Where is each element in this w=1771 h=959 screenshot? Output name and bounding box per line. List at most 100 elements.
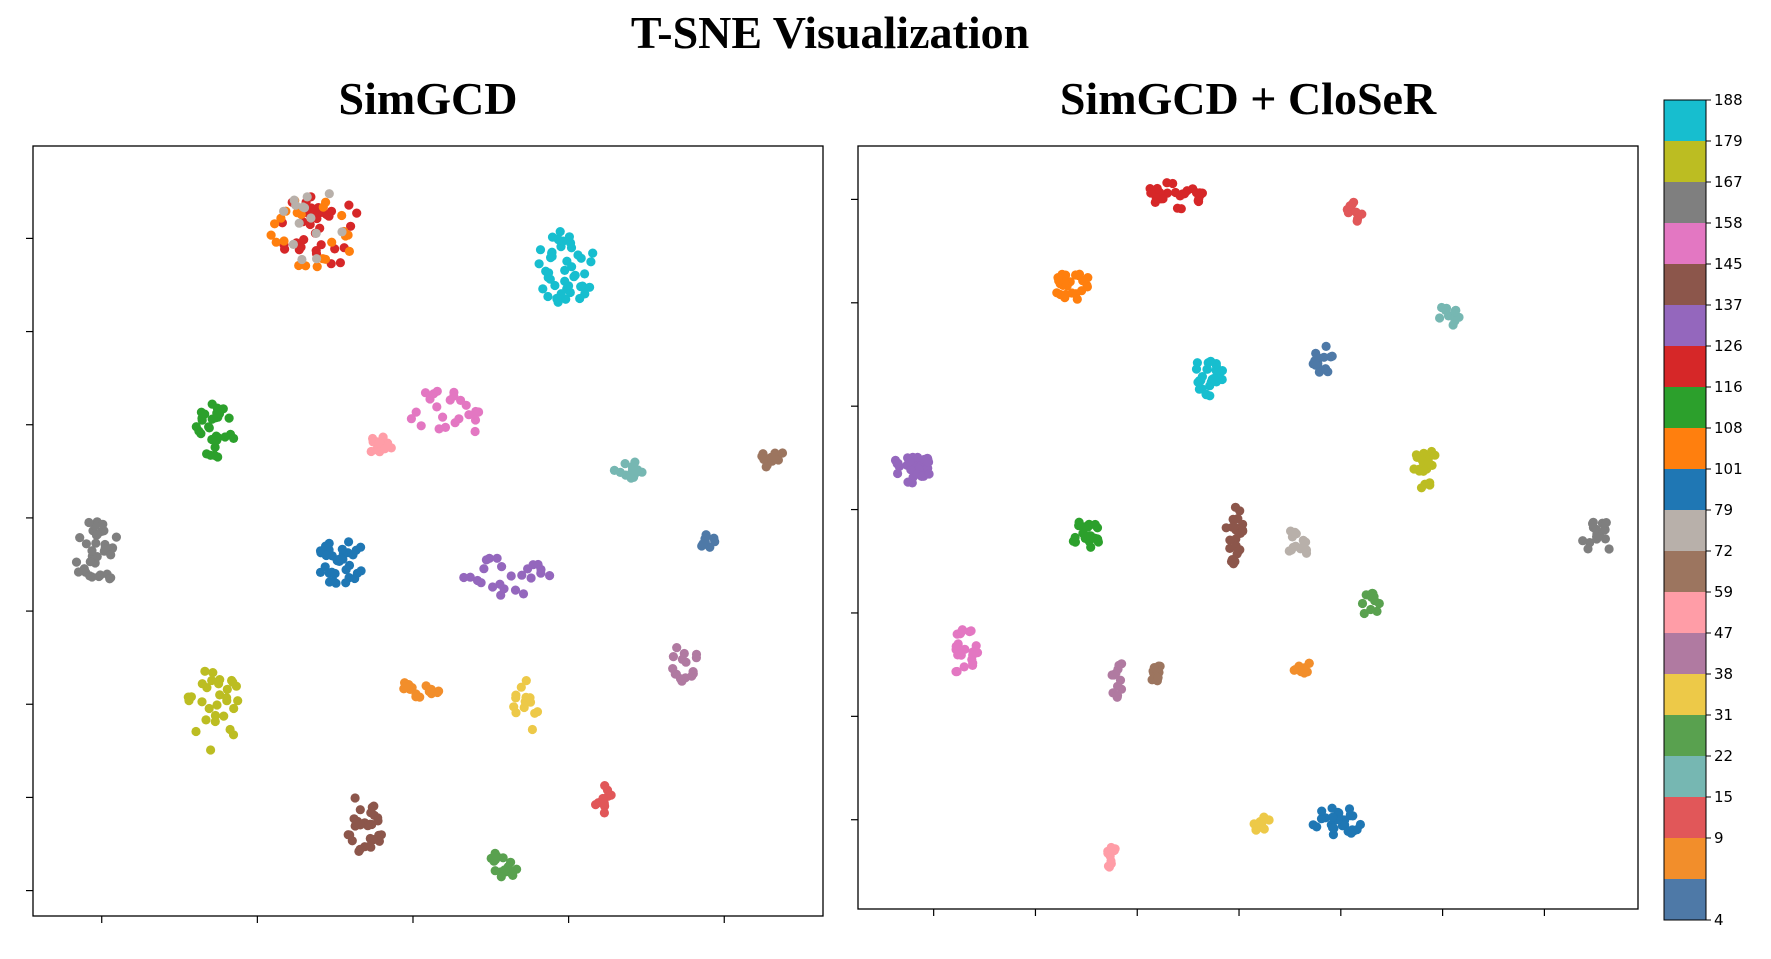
scatter-point	[312, 254, 322, 264]
scatter-point	[464, 410, 474, 420]
cluster-class-137	[890, 452, 934, 488]
scatter-point	[672, 643, 682, 653]
scatter-point	[434, 424, 444, 434]
scatter-point	[346, 221, 356, 231]
scatter-point	[271, 237, 281, 247]
scatter-point	[615, 467, 625, 477]
scatter-point	[1323, 367, 1333, 377]
scatter-point	[507, 868, 517, 879]
scatter-point	[1355, 819, 1365, 830]
scatter-point	[528, 560, 538, 570]
colorbar-tick-label: 145	[1714, 255, 1743, 273]
scatter-point	[521, 676, 531, 686]
scatter-point	[200, 666, 210, 676]
scatter-point	[972, 648, 983, 658]
scatter-point	[1225, 535, 1235, 545]
scatter-point	[210, 710, 220, 721]
scatter-point	[591, 800, 601, 810]
scatter-point	[1312, 822, 1322, 832]
scatter-point	[224, 413, 234, 423]
scatter-point	[356, 542, 366, 552]
colorbar-segment	[1664, 346, 1706, 388]
scatter-point	[1600, 534, 1610, 544]
scatter-point	[212, 700, 222, 710]
scatter-point	[1177, 189, 1188, 199]
scatter-point	[92, 530, 102, 540]
colorbar-tick-label: 72	[1714, 542, 1733, 560]
scatter-point	[337, 227, 347, 237]
colorbar-tick-label: 38	[1714, 665, 1733, 683]
colorbar-tick-label: 137	[1714, 296, 1743, 314]
colorbar-tick-label: 59	[1714, 583, 1733, 601]
scatter-point	[1106, 856, 1116, 866]
scatter-point	[620, 459, 630, 469]
scatter-point	[543, 291, 553, 302]
scatter-point	[585, 282, 595, 292]
scatter-point	[492, 851, 502, 861]
scatter-point	[229, 433, 239, 443]
cluster-class-79	[1284, 526, 1312, 558]
colorbar-tick-label: 31	[1714, 706, 1733, 724]
scatter-point	[84, 517, 94, 528]
scatter-point	[1233, 547, 1243, 557]
cluster-class-22	[609, 457, 647, 483]
scatter-point	[1451, 305, 1461, 315]
scatter-point	[534, 259, 544, 269]
colorbar-segment	[1664, 428, 1706, 470]
scatter-point	[184, 696, 194, 706]
cluster-class-145	[343, 793, 386, 857]
scatter-point	[580, 269, 590, 279]
scatter-point	[1430, 450, 1440, 460]
scatter-point	[1425, 480, 1435, 490]
scatter-point	[698, 539, 708, 549]
scatter-point	[516, 682, 526, 692]
scatter-point	[350, 793, 360, 803]
colorbar-segment	[1664, 223, 1706, 265]
scatter-point	[355, 844, 365, 855]
colorbar-segment	[1664, 797, 1706, 839]
scatter-point	[550, 280, 560, 291]
scatter-point	[355, 820, 365, 830]
scatter-point	[1601, 518, 1611, 528]
left-scatter-panel	[26, 145, 824, 923]
scatter-point	[311, 246, 321, 256]
scatter-point	[191, 726, 201, 737]
scatter-point	[299, 235, 309, 245]
scatter-point	[105, 574, 115, 584]
scatter-point	[335, 258, 345, 268]
colorbar-segment	[1664, 182, 1706, 224]
cluster-class-47	[1107, 659, 1127, 702]
scatter-point	[1067, 288, 1077, 298]
scatter-point	[320, 254, 331, 264]
scatter-point	[222, 684, 232, 695]
scatter-point	[588, 248, 598, 258]
scatter-point	[296, 242, 306, 252]
scatter-point	[194, 426, 204, 436]
scatter-point	[1588, 517, 1598, 527]
scatter-point	[600, 801, 610, 811]
scatter-point	[526, 573, 536, 583]
scatter-point	[349, 814, 359, 824]
scatter-point	[1072, 294, 1082, 304]
scatter-point	[207, 675, 217, 686]
scatter-point	[324, 538, 334, 549]
scatter-point	[1435, 313, 1445, 323]
scatter-point	[212, 408, 222, 418]
scatter-point	[1419, 448, 1429, 458]
scatter-point	[406, 414, 416, 424]
scatter-point	[368, 835, 378, 845]
scatter-point	[903, 477, 913, 487]
scatter-point	[1289, 665, 1299, 675]
scatter-point	[1170, 187, 1181, 198]
scatter-point	[510, 585, 521, 595]
scatter-point	[373, 816, 383, 826]
scatter-point	[968, 660, 978, 671]
scatter-point	[1583, 544, 1593, 554]
scatter-point	[374, 439, 384, 449]
scatter-point	[347, 836, 357, 846]
colorbar-tick-label: 188	[1714, 91, 1743, 109]
scatter-point	[461, 400, 471, 410]
cluster-class-158	[406, 386, 484, 437]
colorbar-frame	[1663, 99, 1707, 921]
scatter-point	[1226, 556, 1237, 567]
